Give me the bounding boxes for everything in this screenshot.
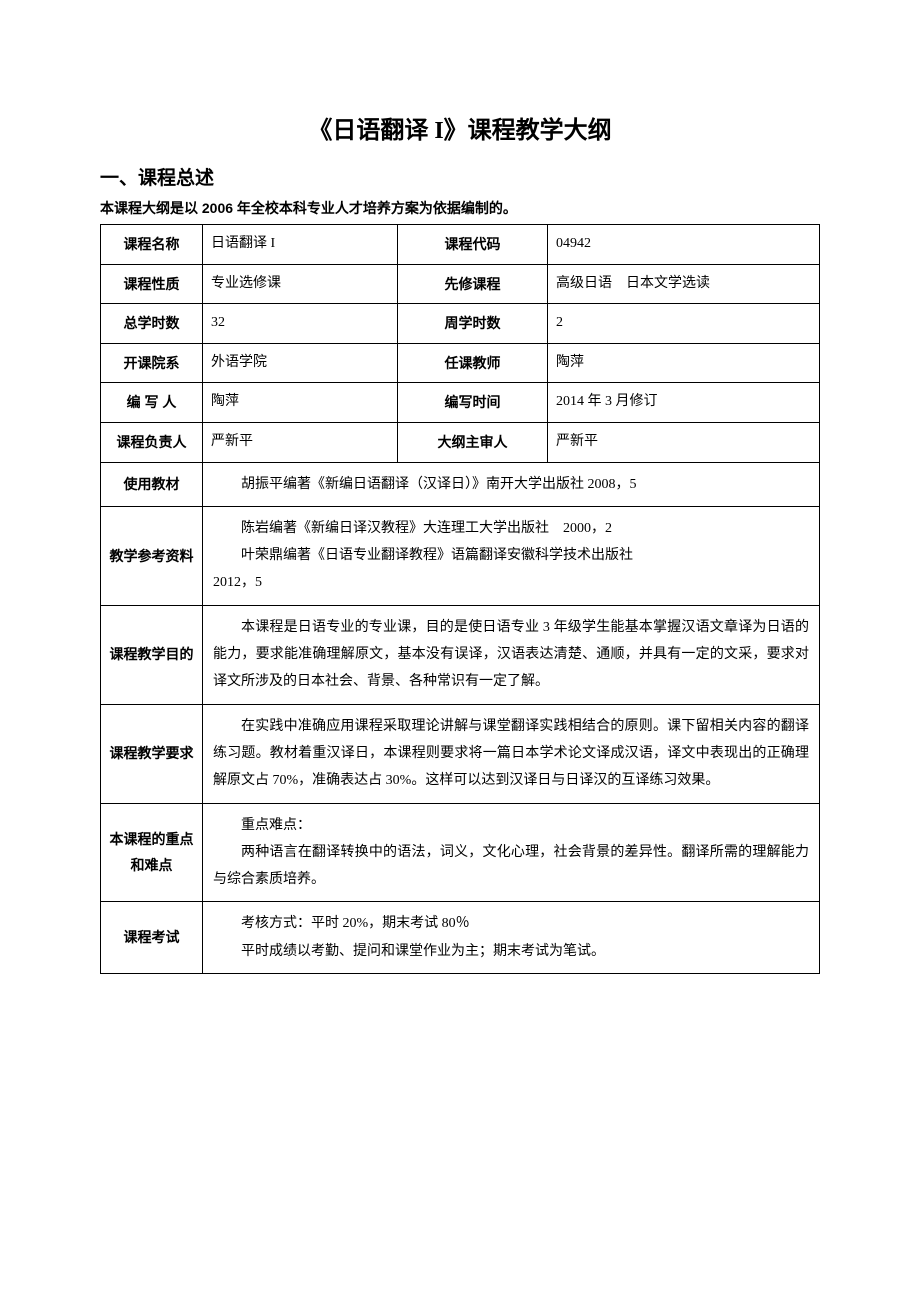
table-row: 课程考试 考核方式：平时 20%，期末考试 80％ 平时成绩以考勤、提问和课堂作… <box>101 902 820 974</box>
table-row: 本课程的重点和难点 重点难点： 两种语言在翻译转换中的语法，词义，文化心理，社会… <box>101 803 820 902</box>
label-total-hours: 总学时数 <box>101 304 203 344</box>
label-objectives: 课程教学目的 <box>101 605 203 704</box>
syllabus-table: 课程名称 日语翻译 I 课程代码 04942 课程性质 专业选修课 先修课程 高… <box>100 224 820 974</box>
table-row: 课程教学要求 在实践中准确应用课程采取理论讲解与课堂翻译实践相结合的原则。课下留… <box>101 704 820 803</box>
label-author: 编 写 人 <box>101 383 203 423</box>
value-references: 陈岩编著《新编日译汉教程》大连理工大学出版社 2000，2 叶荣鼎编著《日语专业… <box>203 506 820 605</box>
value-write-time: 2014 年 3 月修订 <box>548 383 820 423</box>
label-exam: 课程考试 <box>101 902 203 974</box>
label-course-name: 课程名称 <box>101 225 203 265</box>
label-instructor: 任课教师 <box>398 343 548 383</box>
value-department: 外语学院 <box>203 343 398 383</box>
value-textbook: 胡振平编著《新编日语翻译（汉译日）》南开大学出版社 2008，5 <box>203 462 820 506</box>
table-row: 教学参考资料 陈岩编著《新编日译汉教程》大连理工大学出版社 2000，2 叶荣鼎… <box>101 506 820 605</box>
value-weekly-hours: 2 <box>548 304 820 344</box>
table-row: 编 写 人 陶萍 编写时间 2014 年 3 月修订 <box>101 383 820 423</box>
label-department: 开课院系 <box>101 343 203 383</box>
table-row: 开课院系 外语学院 任课教师 陶萍 <box>101 343 820 383</box>
table-row: 课程教学目的 本课程是日语专业的专业课，目的是使日语专业 3 年级学生能基本掌握… <box>101 605 820 704</box>
value-leader: 严新平 <box>203 422 398 462</box>
ref-line3: 2012，5 <box>213 569 809 596</box>
ref-line2: 叶荣鼎编著《日语专业翻译教程》语篇翻译安徽科学技术出版社 <box>213 542 809 569</box>
section-heading: 一、课程总述 <box>100 163 820 190</box>
value-author: 陶萍 <box>203 383 398 423</box>
value-requirements: 在实践中准确应用课程采取理论讲解与课堂翻译实践相结合的原则。课下留相关内容的翻译… <box>203 704 820 803</box>
table-row: 课程性质 专业选修课 先修课程 高级日语 日本文学选读 <box>101 264 820 304</box>
table-row: 课程负责人 严新平 大纲主审人 严新平 <box>101 422 820 462</box>
value-instructor: 陶萍 <box>548 343 820 383</box>
value-exam: 考核方式：平时 20%，期末考试 80％ 平时成绩以考勤、提问和课堂作业为主；期… <box>203 902 820 974</box>
exam-line2: 平时成绩以考勤、提问和课堂作业为主；期末考试为笔试。 <box>213 938 809 965</box>
table-row: 使用教材 胡振平编著《新编日语翻译（汉译日）》南开大学出版社 2008，5 <box>101 462 820 506</box>
exam-line1: 考核方式：平时 20%，期末考试 80％ <box>213 910 809 937</box>
kp-line2: 两种语言在翻译转换中的语法，词义，文化心理，社会背景的差异性。翻译所需的理解能力… <box>213 839 809 894</box>
value-objectives: 本课程是日语专业的专业课，目的是使日语专业 3 年级学生能基本掌握汉语文章译为日… <box>203 605 820 704</box>
table-row: 课程名称 日语翻译 I 课程代码 04942 <box>101 225 820 265</box>
subtitle: 本课程大纲是以 2006 年全校本科专业人才培养方案为依据编制的。 <box>100 198 820 218</box>
label-course-nature: 课程性质 <box>101 264 203 304</box>
label-weekly-hours: 周学时数 <box>398 304 548 344</box>
label-keypoints: 本课程的重点和难点 <box>101 803 203 902</box>
ref-line1: 陈岩编著《新编日译汉教程》大连理工大学出版社 2000，2 <box>213 515 809 542</box>
value-course-name: 日语翻译 I <box>203 225 398 265</box>
label-references: 教学参考资料 <box>101 506 203 605</box>
label-write-time: 编写时间 <box>398 383 548 423</box>
table-row: 总学时数 32 周学时数 2 <box>101 304 820 344</box>
kp-line1: 重点难点： <box>213 812 809 839</box>
value-course-nature: 专业选修课 <box>203 264 398 304</box>
label-prereq: 先修课程 <box>398 264 548 304</box>
label-textbook: 使用教材 <box>101 462 203 506</box>
label-requirements: 课程教学要求 <box>101 704 203 803</box>
label-course-code: 课程代码 <box>398 225 548 265</box>
value-keypoints: 重点难点： 两种语言在翻译转换中的语法，词义，文化心理，社会背景的差异性。翻译所… <box>203 803 820 902</box>
value-course-code: 04942 <box>548 225 820 265</box>
label-reviewer: 大纲主审人 <box>398 422 548 462</box>
document-title: 《日语翻译 I》课程教学大纲 <box>100 110 820 145</box>
label-leader: 课程负责人 <box>101 422 203 462</box>
value-prereq: 高级日语 日本文学选读 <box>548 264 820 304</box>
value-total-hours: 32 <box>203 304 398 344</box>
value-reviewer: 严新平 <box>548 422 820 462</box>
